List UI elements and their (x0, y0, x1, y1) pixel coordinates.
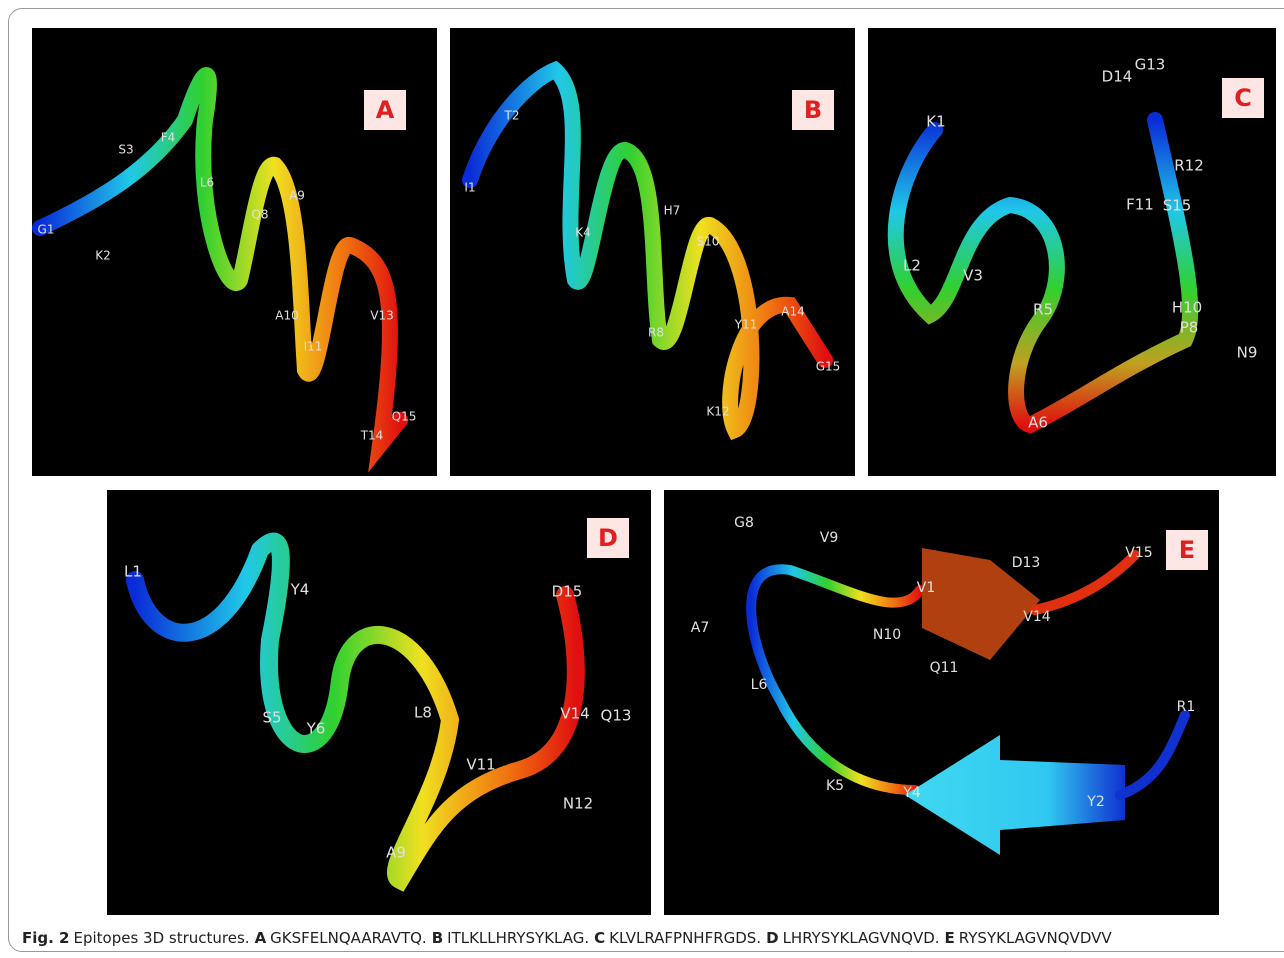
residue-label: D13 (1012, 555, 1041, 571)
figure-number: Fig. 2 (22, 929, 69, 947)
residue-label: D15 (552, 583, 583, 601)
residue-label: V9 (820, 530, 838, 546)
caption-sequence: RYSYKLAGVNQVDVV (959, 929, 1112, 947)
residue-label: V1 (917, 580, 935, 596)
residue-label: V3 (963, 267, 983, 285)
residue-label: A9 (289, 189, 305, 203)
residue-label: G15 (816, 360, 841, 374)
panel-letter: D (598, 524, 618, 552)
residue-label: G13 (1135, 56, 1166, 74)
panel-letter: C (1234, 84, 1252, 112)
residue-label: Y4 (290, 581, 310, 599)
residue-label: G8 (734, 515, 754, 531)
residue-label: H7 (664, 204, 681, 218)
residue-label: Q15 (392, 410, 417, 424)
residue-label: H10 (1172, 299, 1202, 317)
residue-label: Q8 (251, 208, 268, 222)
residue-label: L2 (903, 257, 921, 275)
residue-label: A14 (781, 305, 804, 319)
residue-label: L6 (200, 176, 214, 190)
residue-label: L1 (124, 563, 142, 581)
residue-label: Y2 (1086, 794, 1104, 810)
residue-label: A7 (691, 620, 709, 636)
residue-label: V11 (466, 756, 495, 774)
residue-label: F4 (161, 131, 176, 145)
residue-label: L8 (414, 704, 432, 722)
residue-label: G1 (38, 223, 55, 237)
residue-label: K5 (826, 778, 844, 794)
residue-label: P8 (1180, 319, 1199, 337)
residue-label: V14 (560, 705, 589, 723)
residue-label: A10 (275, 309, 298, 323)
residue-label: K1 (926, 113, 945, 131)
residue-label: Y6 (306, 720, 326, 738)
residue-label: D14 (1102, 68, 1133, 86)
residue-label: S3 (118, 143, 133, 157)
residue-label: Q11 (930, 660, 959, 676)
caption-letter: C (594, 929, 605, 947)
caption-letter: E (945, 929, 955, 947)
residue-label: K2 (95, 249, 111, 263)
residue-label: N10 (873, 627, 901, 643)
residue-label: R1 (1177, 699, 1196, 715)
residue-label: S5 (262, 709, 281, 727)
caption-text: Epitopes 3D structures. (73, 929, 249, 947)
residue-label: S15 (1163, 197, 1192, 215)
residue-label: A6 (1028, 414, 1048, 432)
residue-label: L6 (751, 677, 768, 693)
caption-sequence: KLVLRAFPNHFRGDS. (609, 929, 761, 947)
caption-sequence: LHRYSYKLAGVNQVD. (783, 929, 940, 947)
caption-letter: B (432, 929, 443, 947)
residue-label: R5 (1033, 301, 1053, 319)
residue-label: A9 (386, 844, 406, 862)
residue-label: V13 (370, 309, 393, 323)
residue-label: T2 (504, 109, 520, 123)
caption-sequence: GKSFELNQAARAVTQ. (270, 929, 427, 947)
caption-sequence: ITLKLLHRYSYKLAG. (447, 929, 589, 947)
residue-label: Q13 (601, 707, 632, 725)
residue-label: T14 (360, 429, 384, 443)
page: A G1 K2 S3 F4 L6 Q8 A9 A10 I11 V13 T14 Q15 B I1 T2 K4 H7 S… (0, 0, 1284, 958)
residue-label: V14 (1023, 609, 1050, 625)
caption-letter: A (255, 929, 267, 947)
residue-label: R12 (1174, 157, 1204, 175)
panel-letter: A (376, 96, 395, 124)
residue-label: R8 (648, 326, 664, 340)
residue-label: I1 (464, 181, 475, 195)
figure: A G1 K2 S3 F4 L6 Q8 A9 A10 I11 V13 T14 Q15 B I1 T2 K4 H7 S… (0, 0, 1284, 958)
residue-label: F11 (1126, 196, 1154, 214)
residue-label: V15 (1125, 545, 1152, 561)
residue-label: Y4 (902, 785, 921, 801)
panel-letter: B (804, 96, 822, 124)
residue-label: I11 (304, 340, 323, 354)
panel-letter: E (1179, 536, 1195, 564)
residue-label: N12 (563, 795, 593, 813)
residue-label: Y11 (734, 318, 758, 332)
residue-label: S10 (697, 235, 720, 249)
residue-label: K4 (575, 226, 591, 240)
caption-letter: D (766, 929, 778, 947)
residue-label: K12 (706, 405, 729, 419)
residue-label: N9 (1237, 344, 1258, 362)
